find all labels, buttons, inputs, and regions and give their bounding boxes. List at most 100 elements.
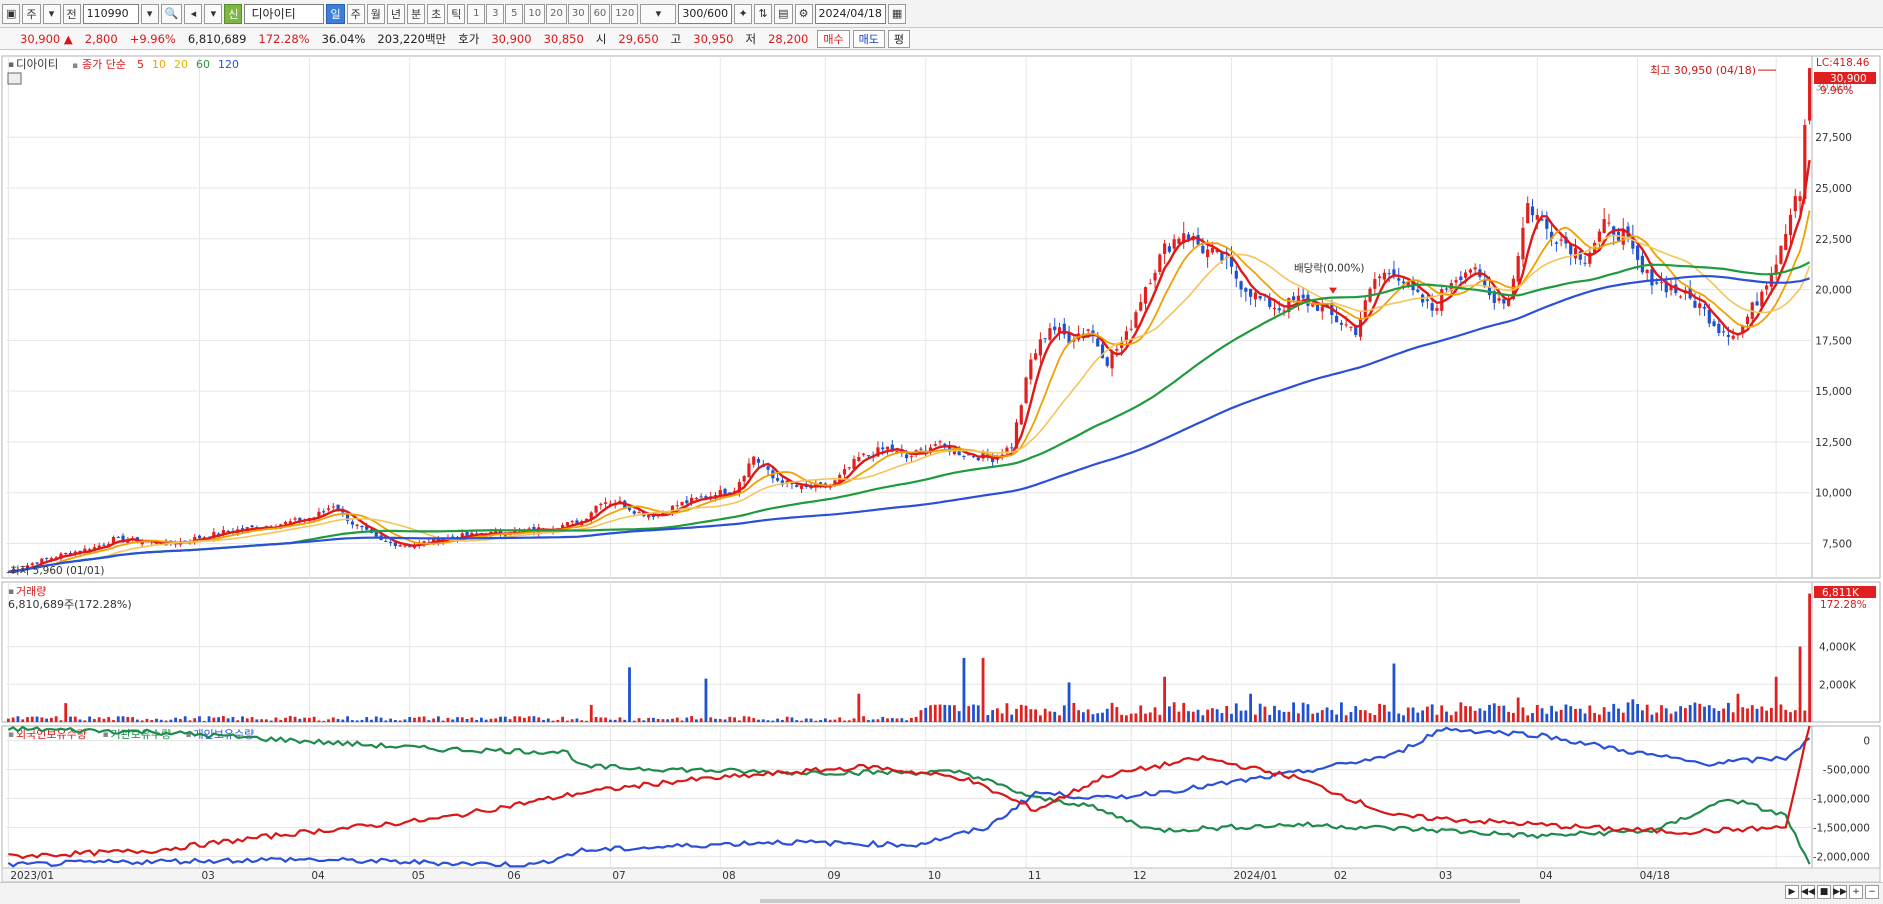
history-dropdown-icon[interactable]: ▾ bbox=[204, 3, 223, 24]
volume-bar bbox=[1717, 710, 1721, 722]
evaluate-button[interactable]: 평 bbox=[887, 29, 910, 48]
volume-bar bbox=[1124, 715, 1128, 722]
volume-bar bbox=[83, 720, 87, 722]
tab-second[interactable]: 초 bbox=[427, 3, 446, 24]
volume-bar bbox=[1626, 702, 1630, 722]
volume-bar bbox=[116, 716, 120, 722]
search-icon[interactable]: 🔍 bbox=[160, 3, 183, 24]
code-dropdown-icon[interactable]: ▾ bbox=[140, 3, 159, 24]
candle-body bbox=[795, 485, 799, 487]
chart-nav-controls: ▶ ◀◀ ■ ▶▶ + − bbox=[1785, 885, 1879, 899]
stock-code-input[interactable]: 110990 bbox=[82, 3, 139, 24]
period-60-button[interactable]: 60 bbox=[589, 3, 611, 24]
candle-body bbox=[384, 541, 388, 543]
period-10-button[interactable]: 10 bbox=[524, 3, 546, 24]
x-axis-label: 04 bbox=[1539, 870, 1553, 882]
candle-body bbox=[780, 480, 784, 485]
candle-body bbox=[1124, 331, 1128, 342]
volume-bar bbox=[384, 720, 388, 722]
candle-body bbox=[1272, 307, 1277, 310]
tab-monthly[interactable]: 월 bbox=[366, 3, 385, 24]
dropdown-icon[interactable]: ▾ bbox=[42, 3, 61, 24]
play-icon[interactable]: ▶ bbox=[1785, 885, 1799, 899]
open-price: 29,650 bbox=[618, 31, 659, 46]
period-120-button[interactable]: 120 bbox=[611, 3, 639, 24]
tab-tick[interactable]: 틱 bbox=[447, 3, 466, 24]
period-3-button[interactable]: 3 bbox=[486, 3, 505, 24]
price-change: 2,800 bbox=[84, 31, 118, 46]
candle-body bbox=[326, 508, 331, 510]
zoom-in-icon[interactable]: + bbox=[1849, 885, 1863, 899]
max-annotation: 최고 30,950 (04/18) bbox=[1650, 64, 1756, 77]
candles-group bbox=[6, 67, 1812, 574]
data-count-field[interactable]: 300/600 bbox=[678, 3, 733, 24]
zoom-out-icon[interactable]: − bbox=[1865, 885, 1879, 899]
candle-body bbox=[1516, 256, 1520, 282]
candle-body bbox=[1158, 254, 1162, 273]
custom-period-dropdown[interactable]: ▾ bbox=[640, 3, 677, 24]
period-type-button[interactable]: 주 bbox=[22, 3, 41, 24]
volume-bar bbox=[699, 718, 703, 722]
candle-body bbox=[1521, 227, 1525, 260]
volume-bar bbox=[1621, 712, 1625, 722]
volume-bar bbox=[1741, 707, 1745, 722]
candle-body bbox=[799, 485, 804, 489]
tab-yearly[interactable]: 년 bbox=[386, 3, 405, 24]
speaker-icon[interactable]: ◂ bbox=[184, 3, 203, 24]
volume-bar bbox=[1793, 710, 1797, 722]
volume-bar bbox=[1067, 682, 1071, 722]
calendar-icon[interactable]: ▦ bbox=[887, 3, 907, 24]
sell-button[interactable]: 매도 bbox=[852, 29, 885, 48]
tab-daily[interactable]: 일 bbox=[326, 3, 345, 24]
market-button[interactable]: 전 bbox=[62, 3, 81, 24]
chart-area[interactable]: 27,500 25,000 22,500 20,000 17,500 15,000 12,5… bbox=[0, 50, 1883, 882]
stock-name-field[interactable]: 디아이티 bbox=[244, 3, 325, 24]
ma-20-line bbox=[8, 234, 1811, 573]
period-5-button[interactable]: 5 bbox=[505, 3, 524, 24]
candle-body bbox=[680, 501, 684, 506]
volume-bar bbox=[427, 720, 431, 722]
volume-bar bbox=[164, 720, 168, 722]
volume-bar bbox=[580, 720, 584, 722]
volume-bar bbox=[360, 719, 364, 722]
layout-icon[interactable]: ▣ bbox=[2, 3, 21, 24]
volume-bar bbox=[647, 717, 651, 722]
candle-body bbox=[1487, 286, 1492, 296]
rewind-icon[interactable]: ◀◀ bbox=[1801, 885, 1815, 899]
candle-body bbox=[1655, 282, 1659, 284]
candle-body bbox=[1459, 276, 1463, 280]
scroll-thumb[interactable] bbox=[760, 899, 1520, 903]
period-20-button[interactable]: 20 bbox=[546, 3, 567, 24]
volume-bar bbox=[1354, 706, 1358, 722]
chart-scrollbar[interactable]: ▶ ◀◀ ■ ▶▶ + − bbox=[0, 882, 1883, 904]
period-1-button[interactable]: 1 bbox=[467, 3, 486, 24]
save-icon[interactable]: ▤ bbox=[774, 3, 793, 24]
bid-price: 30,850 bbox=[543, 31, 584, 46]
volume-bar bbox=[88, 716, 92, 722]
candle-body bbox=[121, 535, 125, 543]
volume-bar bbox=[1645, 704, 1649, 722]
compare-icon[interactable]: ⇅ bbox=[754, 3, 773, 24]
date-field[interactable]: 2024/04/18 bbox=[814, 3, 886, 24]
forward-icon[interactable]: ▶▶ bbox=[1833, 885, 1847, 899]
volume-bar bbox=[819, 719, 823, 722]
indicator-icon[interactable]: ✦ bbox=[734, 3, 753, 24]
last-volume-label: 6,811K bbox=[1822, 587, 1860, 599]
tab-weekly[interactable]: 주 bbox=[346, 3, 365, 24]
volume-bar bbox=[876, 719, 880, 722]
volume-bar bbox=[350, 720, 354, 722]
stop-icon[interactable]: ■ bbox=[1817, 885, 1831, 899]
candle-body bbox=[905, 454, 909, 459]
volume-bar bbox=[226, 718, 230, 722]
buy-button[interactable]: 매수 bbox=[817, 29, 850, 48]
candle-body bbox=[6, 571, 10, 573]
tab-minute[interactable]: 분 bbox=[406, 3, 426, 24]
volume-bar bbox=[1363, 710, 1367, 722]
candle-body bbox=[1292, 296, 1296, 301]
settings-gear-icon[interactable]: ⚙ bbox=[794, 3, 813, 24]
volume-bar bbox=[1492, 703, 1496, 722]
volume-bar bbox=[1316, 712, 1319, 722]
candle-body bbox=[1229, 256, 1234, 267]
volume-bar bbox=[1507, 711, 1511, 722]
period-30-button[interactable]: 30 bbox=[567, 3, 589, 24]
